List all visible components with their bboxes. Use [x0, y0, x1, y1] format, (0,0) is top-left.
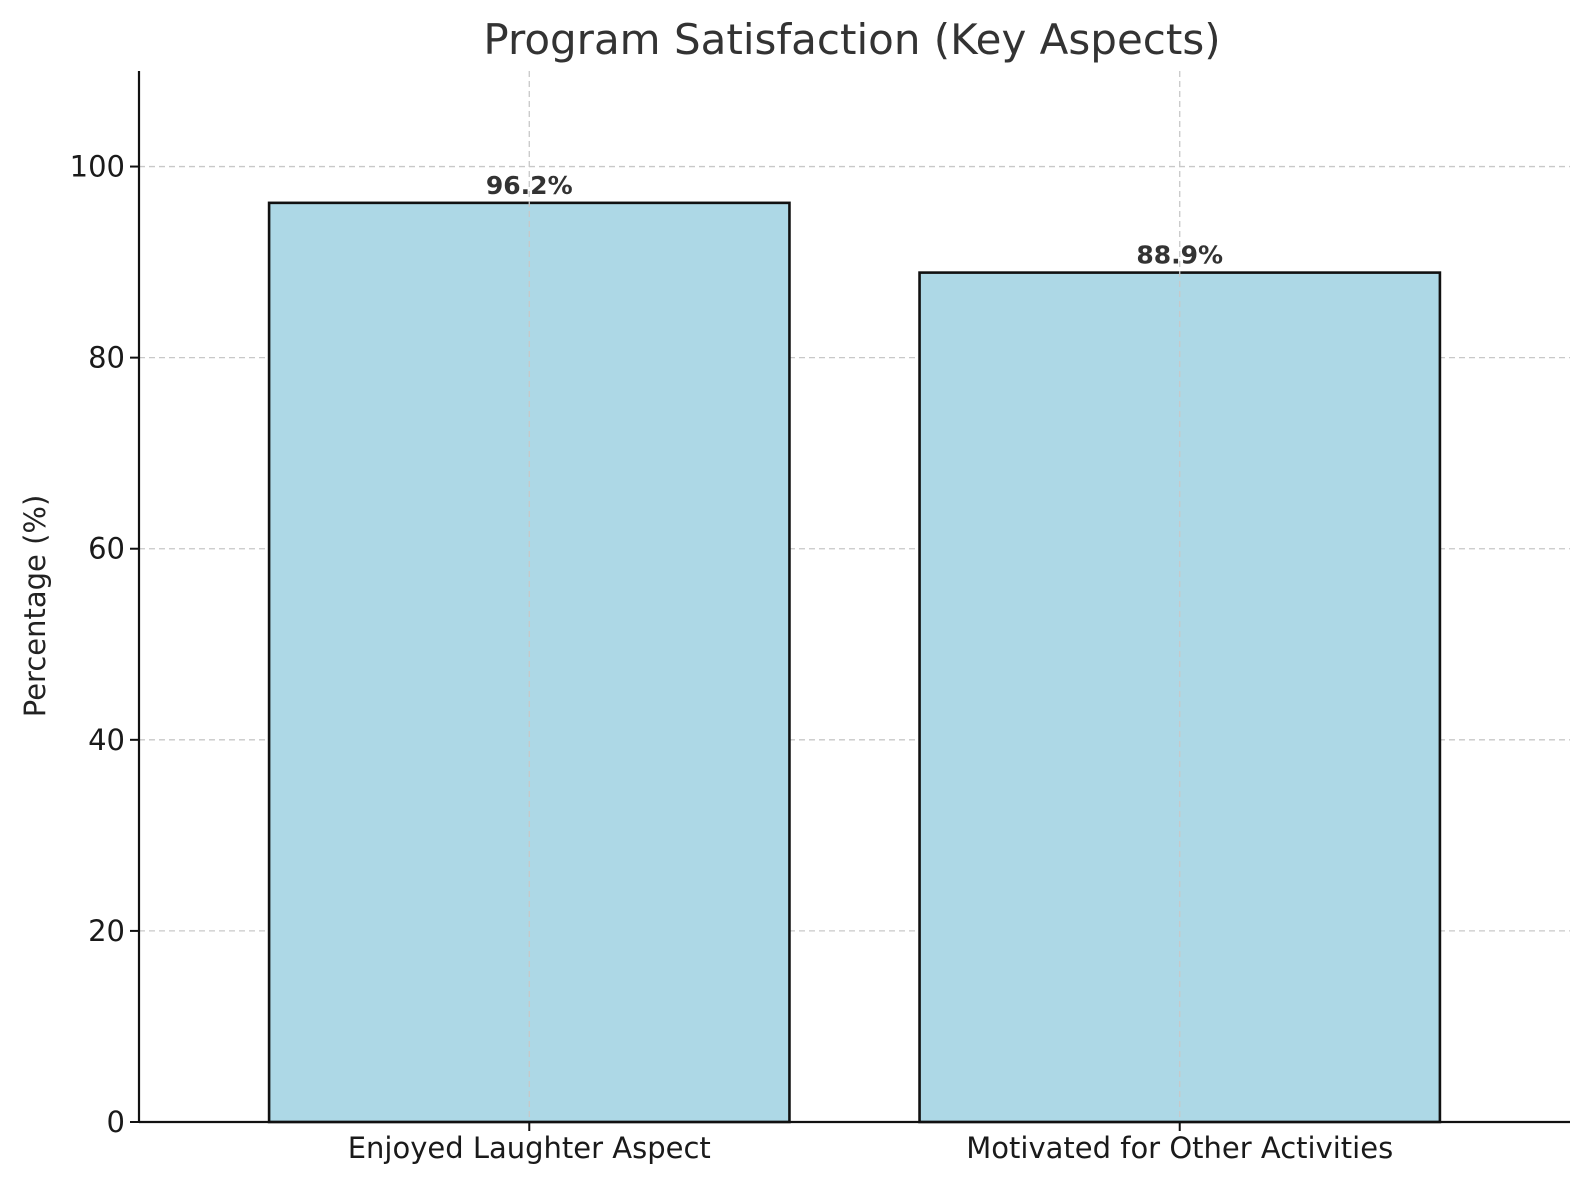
chart-title: Program Satisfaction (Key Aspects)	[483, 15, 1220, 64]
y-tick-label: 100	[70, 150, 125, 184]
y-axis-label: Percentage (%)	[18, 495, 52, 718]
labels: 0 20 40 60 80 100 96.2% 88.9% Enjoyed Laughter A…	[70, 150, 1394, 1165]
y-tick-label: 0	[107, 1105, 125, 1139]
y-tick-label: 40	[88, 723, 125, 757]
x-tick-label: Enjoyed Laughter Aspect	[348, 1131, 711, 1165]
y-tick-label: 60	[88, 532, 125, 566]
y-tick-label: 20	[88, 914, 125, 948]
axes	[130, 71, 1570, 1131]
x-tick-label: Motivated for Other Activities	[966, 1131, 1393, 1165]
y-tick-label: 80	[88, 341, 125, 375]
data-label: 88.9%	[1136, 241, 1223, 270]
data-label: 96.2%	[486, 171, 573, 200]
vertical-grid-lines	[528, 71, 1181, 1122]
bars	[267, 201, 1442, 1124]
